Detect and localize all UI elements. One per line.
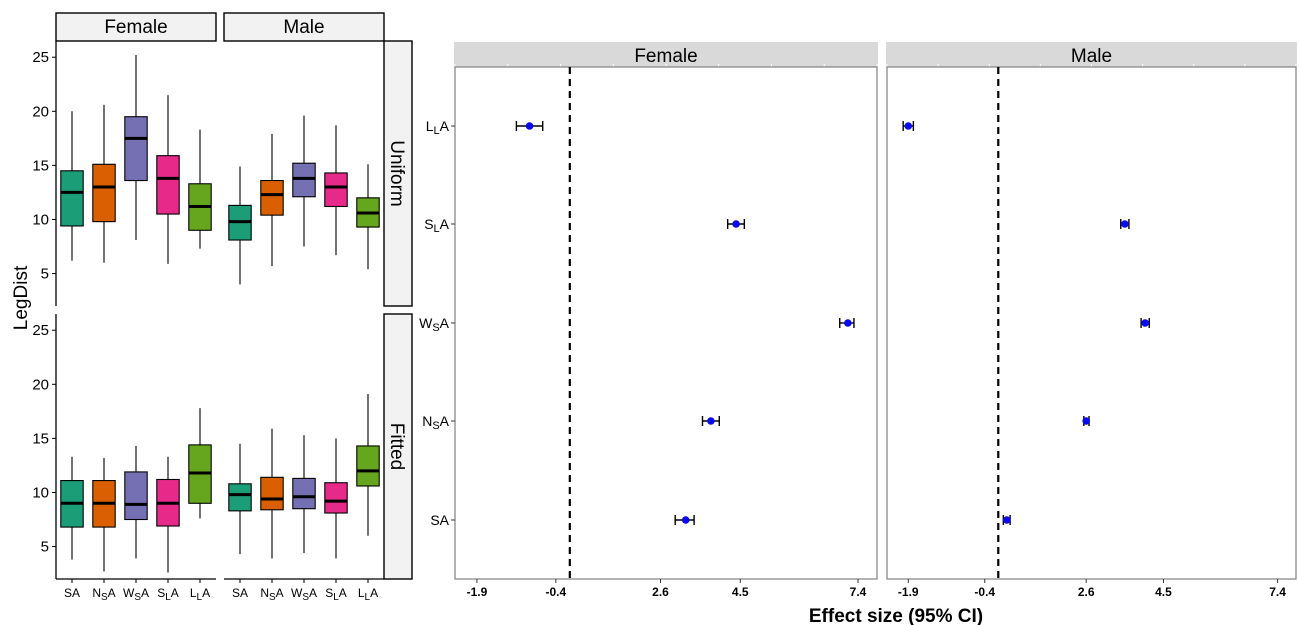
x-tick-label: WSA	[291, 586, 317, 603]
y-tick-label: WSA	[419, 315, 450, 334]
panel-border	[886, 66, 1297, 580]
effect-point	[1141, 319, 1149, 327]
effect-point	[1002, 516, 1011, 524]
x-tick-label: 2.6	[1078, 585, 1095, 599]
x-tick-label: SLA	[157, 586, 179, 603]
x-tick-label: LLA	[358, 586, 378, 603]
x-tick-label: SA	[64, 586, 80, 600]
effect-point	[904, 122, 913, 130]
x-tick-label: SA	[232, 586, 248, 600]
facet-label-male: Male	[1071, 46, 1112, 67]
y-tick-label: 15	[32, 430, 49, 447]
box	[356, 445, 380, 487]
x-tick-label: -1.9	[467, 585, 488, 599]
y-tick-label: LLA	[426, 118, 450, 137]
facet-strip	[454, 42, 878, 67]
box	[324, 482, 348, 514]
y-tick-label: 10	[32, 484, 49, 501]
x-tick-label: NSA	[92, 586, 115, 603]
x-tick-label: SLA	[325, 586, 347, 603]
y-tick-label: 5	[41, 266, 49, 283]
box	[124, 116, 148, 182]
box	[260, 476, 284, 511]
x-tick-label: WSA	[123, 586, 149, 603]
effect-point	[525, 122, 534, 130]
y-tick-label: NSA	[422, 413, 449, 432]
box	[156, 155, 180, 215]
facet-strip	[383, 313, 413, 580]
x-tick-label: -1.9	[898, 585, 919, 599]
x-tick-label: 4.5	[1155, 585, 1172, 599]
x-tick-label: -0.4	[974, 585, 995, 599]
facet-strip	[223, 12, 385, 42]
box	[124, 471, 148, 521]
x-tick-label: NSA	[260, 586, 283, 603]
y-tick-label: 25	[32, 49, 49, 66]
y-tick-label: 20	[32, 103, 49, 120]
box	[60, 170, 84, 227]
facet-label-fitted: Fitted	[386, 423, 407, 471]
y-tick-label: 25	[32, 322, 49, 339]
box	[260, 179, 284, 216]
x-tick-label: 4.5	[732, 585, 749, 599]
y-tick-label: 5	[41, 539, 49, 556]
effect-point	[681, 516, 690, 524]
facet-label-male: Male	[283, 17, 324, 38]
facet-strip	[886, 42, 1297, 67]
x-axis-title: Effect size (95% CI)	[809, 606, 983, 625]
x-tick-label: 7.4	[850, 585, 867, 599]
y-tick-label: SLA	[424, 216, 449, 235]
x-tick-label: -0.4	[546, 585, 567, 599]
effect-point	[1121, 220, 1129, 228]
facet-label-female: Female	[634, 46, 697, 67]
x-tick-label: 7.4	[1269, 585, 1286, 599]
facet-strip	[55, 12, 217, 42]
y-axis-title: LegDist	[11, 265, 32, 330]
y-tick-label: 10	[32, 211, 49, 228]
y-tick-label: 15	[32, 157, 49, 174]
facet-label-female: Female	[104, 17, 167, 38]
effect-point	[844, 319, 852, 327]
y-tick-label: 20	[32, 376, 49, 393]
effect-point	[707, 417, 715, 425]
box	[292, 477, 316, 510]
box	[292, 162, 316, 198]
effect-point	[1082, 417, 1090, 425]
x-tick-label: LLA	[190, 586, 210, 603]
box	[324, 172, 348, 208]
box	[92, 163, 116, 223]
effect-point	[732, 220, 740, 228]
facet-label-uniform: Uniform	[386, 140, 407, 207]
box	[228, 483, 252, 512]
y-tick-label: SA	[430, 512, 449, 528]
facet-strip	[383, 40, 413, 307]
x-tick-label: 2.6	[652, 585, 669, 599]
panel-border	[454, 66, 878, 580]
